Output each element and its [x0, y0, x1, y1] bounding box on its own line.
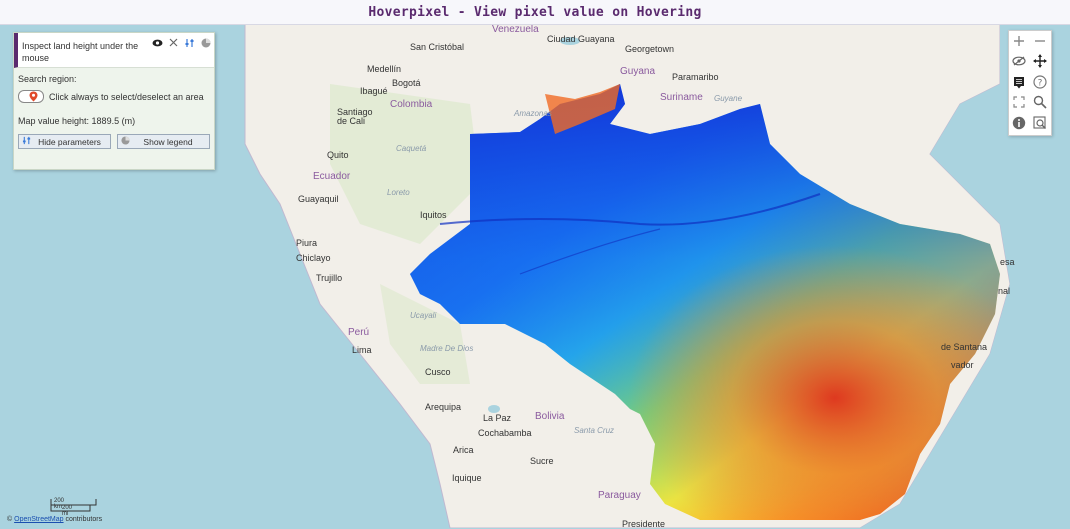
map-label-ucayali: Ucayali: [410, 311, 437, 320]
map-label-trujillo: Trujillo: [316, 273, 343, 283]
map-label-iquique: Iquique: [452, 473, 482, 483]
map-svg: [244, 24, 1070, 528]
map-label-santana: de Santana: [941, 342, 988, 352]
map-label-bogota: Bogotá: [392, 78, 421, 88]
select-area-label: Click always to select/deselect an area: [49, 91, 204, 102]
map-label-guyana: Guyana: [620, 66, 656, 77]
attribution-suffix: contributors: [65, 516, 103, 523]
app-title: Hoverpixel - View pixel value on Hoverin…: [368, 4, 702, 20]
map-label-ecuador: Ecuador: [313, 171, 351, 182]
parameters-icon: [22, 136, 32, 147]
map-label-suriname: Suriname: [660, 92, 703, 103]
inspect-panel: Inspect land height under the mouse Sear…: [13, 32, 215, 170]
map-label-lima: Lima: [352, 345, 372, 355]
map-label-piura: Piura: [296, 238, 318, 248]
map-label-georgetown: Georgetown: [625, 44, 675, 54]
map-label-amazonas: Amazonas: [514, 109, 552, 118]
map-label-guyane: Guyane: [714, 94, 743, 103]
map-label-bolivia: Bolivia: [535, 411, 565, 422]
parameters-icon[interactable]: [184, 37, 195, 48]
layers-list-icon[interactable]: [1009, 72, 1029, 92]
map-label-paraguay: Paraguay: [598, 490, 641, 501]
map-label-la-paz: La Paz: [483, 413, 512, 423]
info-icon[interactable]: [1009, 113, 1029, 133]
map-label-arica: Arica: [453, 445, 474, 455]
map-label-fortaleza: esa: [1000, 257, 1015, 267]
map-toolbar: ?: [1008, 30, 1052, 136]
show-legend-button[interactable]: Show legend: [117, 134, 210, 149]
map-label-venezuela: Venezuela: [492, 24, 539, 35]
map-label-arequipa: Arequipa: [425, 402, 462, 412]
hide-parameters-button[interactable]: Hide parameters: [18, 134, 111, 149]
map-label-medellin: Medellín: [367, 64, 402, 74]
map-label-paramaribo: Paramaribo: [672, 72, 719, 82]
show-legend-label: Show legend: [143, 136, 193, 147]
map-label-colombia: Colombia: [390, 99, 433, 110]
legend-icon: [121, 136, 130, 147]
hide-parameters-label: Hide parameters: [38, 136, 101, 147]
copyright-symbol: ©: [7, 516, 13, 523]
scale-km-label: 200 km: [54, 498, 65, 510]
map-label-sucre: Sucre: [530, 456, 554, 466]
zoom-out-icon[interactable]: [1030, 31, 1050, 51]
search-region-label: Search region:: [18, 74, 77, 84]
location-pin-icon: [28, 91, 39, 102]
map-label-madre-de-dios: Madre De Dios: [420, 344, 474, 353]
map-label-loreto: Loreto: [387, 188, 410, 197]
close-icon[interactable]: [168, 37, 179, 48]
map-label-cochabamba: Cochabamba: [478, 428, 532, 438]
select-area-toggle[interactable]: [18, 90, 44, 103]
openstreetmap-link[interactable]: OpenStreetMap: [14, 516, 64, 523]
map-label-peru: Perú: [348, 327, 370, 338]
map-label-chiclayo: Chiclayo: [296, 253, 331, 263]
map-label-san-cristobal: San Cristóbal: [410, 42, 465, 52]
pan-move-icon[interactable]: [1030, 51, 1050, 71]
map-attribution: © OpenStreetMap contributors: [7, 516, 102, 523]
map-label-caqueta: Caquetá: [396, 144, 427, 153]
svg-text:?: ?: [1038, 79, 1043, 89]
map-label-cusco: Cusco: [425, 367, 451, 377]
scale-mi-label: 200 mi: [62, 505, 73, 517]
fullscreen-icon[interactable]: [1009, 92, 1029, 112]
panel-title: Inspect land height under the mouse: [22, 41, 139, 63]
eye-icon[interactable]: [152, 37, 163, 48]
map-label-ibague: Ibagué: [360, 86, 388, 96]
map-label-guayaquil: Guayaquil: [298, 194, 339, 204]
search-icon[interactable]: [1030, 92, 1050, 112]
map-label-santiago-de-cali: Santiago de Cali: [337, 107, 373, 126]
map-label-quito: Quito: [327, 150, 349, 160]
zoom-in-icon[interactable]: [1009, 31, 1029, 51]
map-value-readout: Map value height: 1889.5 (m): [18, 116, 136, 126]
zoom-to-area-icon[interactable]: [1030, 113, 1050, 133]
map-canvas[interactable]: Venezuela San Cristóbal Ciudad Guayana G…: [0, 24, 1070, 529]
map-label-presidente: Presidente: [622, 519, 666, 529]
map-label-santa-cruz: Santa Cruz: [574, 426, 615, 435]
map-label-iquitos: Iquitos: [420, 210, 447, 220]
legend-icon[interactable]: [200, 37, 211, 48]
panel-header: Inspect land height under the mouse: [14, 33, 214, 68]
help-icon[interactable]: ?: [1030, 72, 1050, 92]
hide-eye-icon[interactable]: [1009, 51, 1029, 71]
map-label-ciudad-guayana: Ciudad Guayana: [547, 34, 615, 44]
map-label-nal: nal: [998, 286, 1011, 296]
map-label-salvador: vador: [951, 360, 974, 370]
app-title-bar: Hoverpixel - View pixel value on Hoverin…: [0, 0, 1070, 25]
